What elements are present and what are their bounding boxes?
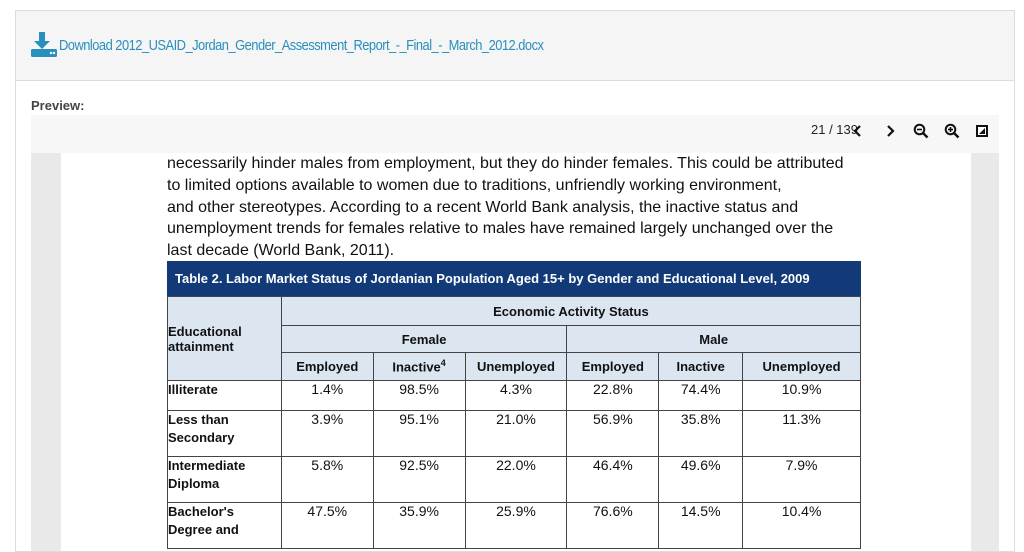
table-cell: 35.8% bbox=[658, 410, 744, 457]
table-cell: 4.3% bbox=[464, 380, 568, 411]
zoom-in-icon[interactable] bbox=[942, 121, 962, 141]
prev-page-icon[interactable] bbox=[848, 121, 868, 141]
table-cell: 46.4% bbox=[566, 456, 660, 503]
table-cell: 22.0% bbox=[464, 456, 568, 503]
page-counter: 21 / 139 bbox=[811, 122, 858, 137]
table-cell: 10.9% bbox=[742, 380, 861, 411]
download-icon bbox=[30, 31, 58, 59]
document-page: necessarily hinder males from employment… bbox=[61, 153, 971, 551]
table-cell: 76.6% bbox=[566, 502, 660, 549]
table-cell: 5.8% bbox=[280, 456, 374, 503]
column-header-label: Inactive bbox=[392, 359, 441, 375]
column-header: Unemployed bbox=[742, 352, 861, 381]
group-header: Economic Activity Status bbox=[280, 296, 862, 326]
document-viewer[interactable]: 21 / 139 necessarily hinder males from e… bbox=[31, 115, 999, 551]
male-header: Male bbox=[566, 325, 861, 353]
footnote-marker: 4 bbox=[440, 358, 446, 369]
row-label: Less than Secondary bbox=[167, 410, 282, 457]
table-cell: 74.4% bbox=[658, 380, 744, 411]
table-row: Less than Secondary 3.9% 95.1% 21.0% 56.… bbox=[167, 410, 861, 457]
paragraph-line: necessarily hinder males from employment… bbox=[167, 155, 844, 172]
row-label: Illiterate bbox=[167, 380, 282, 411]
column-header: Inactive bbox=[658, 352, 744, 381]
corner-header: Educational attainment bbox=[167, 296, 282, 381]
table-row: Intermediate Diploma 5.8% 92.5% 22.0% 46… bbox=[167, 456, 861, 503]
table-caption: Table 2. Labor Market Status of Jordania… bbox=[167, 261, 861, 296]
table-cell: 7.9% bbox=[742, 456, 861, 503]
row-label: Intermediate Diploma bbox=[167, 456, 282, 503]
column-header: Inactive4 bbox=[372, 352, 466, 381]
table-cell: 21.0% bbox=[464, 410, 568, 457]
table-cell: 35.9% bbox=[372, 502, 466, 549]
table-cell: 98.5% bbox=[372, 380, 466, 411]
paragraph-line: and other stereotypes. According to a re… bbox=[167, 198, 799, 216]
table-cell: 22.8% bbox=[566, 380, 660, 411]
table-cell: 14.5% bbox=[658, 502, 744, 549]
table-cell: 11.3% bbox=[742, 410, 861, 457]
labor-market-table: Educational attainment Economic Activity… bbox=[167, 296, 862, 549]
row-label: Bachelor's Degree and bbox=[167, 502, 282, 549]
next-page-icon[interactable] bbox=[880, 121, 900, 141]
download-bar: Download 2012_USAID_Jordan_Gender_Assess… bbox=[16, 11, 1014, 81]
paragraph-line: last decade (World Bank, 2011). bbox=[167, 242, 395, 260]
download-filename: Download 2012_USAID_Jordan_Gender_Assess… bbox=[59, 36, 544, 54]
column-header: Employed bbox=[280, 352, 374, 381]
column-header: Unemployed bbox=[464, 352, 568, 381]
table-cell: 95.1% bbox=[372, 410, 466, 457]
column-header: Employed bbox=[566, 352, 660, 381]
table-row: Bachelor's Degree and 47.5% 35.9% 25.9% … bbox=[167, 502, 861, 549]
table-cell: 3.9% bbox=[280, 410, 374, 457]
female-header: Female bbox=[280, 325, 568, 353]
table-cell: 1.4% bbox=[280, 380, 374, 411]
zoom-out-icon[interactable] bbox=[911, 121, 931, 141]
table-cell: 10.4% bbox=[742, 502, 861, 549]
fullscreen-icon[interactable] bbox=[972, 121, 992, 141]
table-row: Illiterate 1.4% 98.5% 4.3% 22.8% 74.4% 1… bbox=[167, 380, 861, 411]
viewer-toolbar: 21 / 139 bbox=[31, 115, 999, 153]
file-card: Download 2012_USAID_Jordan_Gender_Assess… bbox=[15, 10, 1015, 552]
table-cell: 49.6% bbox=[658, 456, 744, 503]
table-cell: 47.5% bbox=[280, 502, 374, 549]
paragraph-line: unemployment trends for females relative… bbox=[167, 220, 834, 238]
preview-label: Preview: bbox=[31, 98, 85, 113]
paragraph-line: to limited options available to women du… bbox=[167, 176, 782, 194]
download-link[interactable]: Download 2012_USAID_Jordan_Gender_Assess… bbox=[30, 31, 622, 59]
table-cell: 25.9% bbox=[464, 502, 568, 549]
table-cell: 92.5% bbox=[372, 456, 466, 503]
body-paragraph: necessarily hinder males from employment… bbox=[167, 153, 867, 262]
table-cell: 56.9% bbox=[566, 410, 660, 457]
